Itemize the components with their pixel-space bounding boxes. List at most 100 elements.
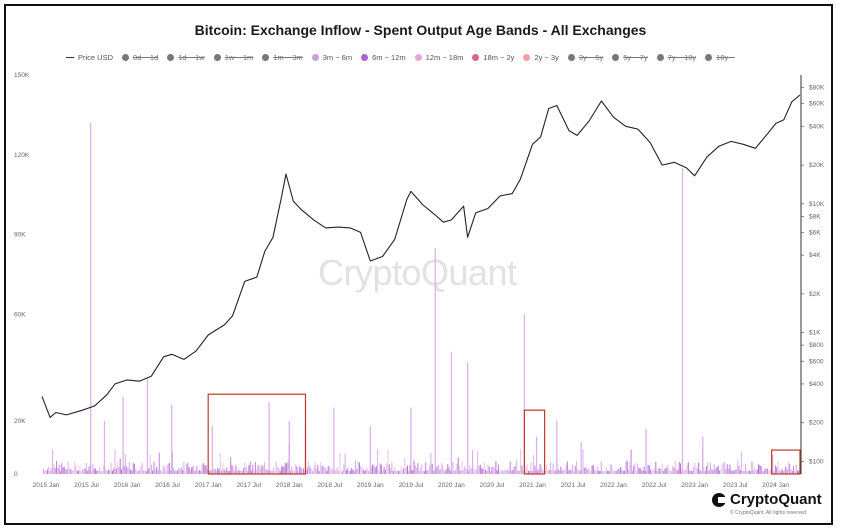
inflow-bar <box>490 470 492 474</box>
inflow-bar <box>561 470 563 474</box>
copyright-text: © CryptoQuant. All rights reserved. <box>730 510 808 516</box>
inflow-bar <box>698 462 700 474</box>
legend-item-10y[interactable]: 10y ~ <box>705 53 735 62</box>
inflow-bar <box>135 469 137 474</box>
inflow-bar <box>338 470 340 474</box>
inflow-bar <box>683 470 685 474</box>
inflow-bar <box>585 467 587 474</box>
inflow-bar <box>149 454 151 474</box>
brand-logo: CryptoQuant <box>712 491 822 508</box>
inflow-bar <box>119 458 121 474</box>
inflow-bar <box>615 470 616 474</box>
inflow-bar <box>355 460 356 474</box>
legend-label: 0d ~ 1d <box>133 53 159 62</box>
inflow-bar <box>370 466 372 474</box>
inflow-bar <box>387 449 389 474</box>
inflow-bar <box>403 468 405 474</box>
inflow-bar <box>708 470 710 474</box>
inflow-bar <box>678 462 680 474</box>
legend-item-5y-7y[interactable]: 5y ~ 7y <box>612 53 648 62</box>
inflow-bar <box>165 470 167 474</box>
inflow-bar <box>141 462 143 474</box>
inflow-bar <box>225 470 226 474</box>
inflow-bar <box>254 461 256 474</box>
inflow-bar <box>292 470 294 474</box>
inflow-bar <box>71 470 73 474</box>
legend-item-7y-10y[interactable]: 7y ~ 10y <box>656 53 696 62</box>
inflow-bar <box>574 466 576 474</box>
highlight-box-1 <box>207 393 307 475</box>
inflow-bar <box>720 469 722 474</box>
inflow-bar <box>613 470 615 474</box>
y-left-tick-label: 90K <box>14 232 26 239</box>
inflow-bar <box>296 466 298 474</box>
inflow-bar <box>546 464 548 474</box>
legend-item-3m-6m[interactable]: 3m ~ 6m <box>311 53 352 62</box>
inflow-bar <box>487 464 489 474</box>
inflow-bar <box>578 470 580 474</box>
legend-item-price-usd[interactable]: Price USD <box>66 53 113 62</box>
inflow-bar <box>329 466 330 474</box>
inflow-bar <box>693 467 694 474</box>
inflow-bar <box>630 449 632 474</box>
inflow-bar <box>738 465 740 474</box>
inflow-bar <box>713 464 715 474</box>
inflow-bar <box>271 470 273 474</box>
legend-item-2y-3y[interactable]: 2y ~ 3y <box>523 53 559 62</box>
inflow-bar <box>582 449 584 474</box>
inflow-bar <box>527 470 529 474</box>
legend-item-1d-1w[interactable]: 1d ~ 1w <box>167 53 205 62</box>
inflow-bar <box>360 466 362 474</box>
inflow-bar <box>612 469 614 474</box>
legend-item-12m-18m[interactable]: 12m ~ 18m <box>414 53 463 62</box>
y-right-tick-label: $1K <box>809 330 821 337</box>
inflow-bar <box>754 467 756 474</box>
inflow-bar <box>206 469 208 474</box>
inflow-bar <box>291 466 293 474</box>
inflow-bar <box>457 457 459 474</box>
inflow-bar <box>494 468 496 474</box>
legend-item-0d-1d[interactable]: 0d ~ 1d <box>122 53 158 62</box>
watermark: CryptoQuant <box>318 252 517 293</box>
inflow-bar <box>227 470 229 474</box>
inflow-bar <box>187 462 189 474</box>
inflow-spike <box>580 442 582 474</box>
inflow-spike <box>146 378 149 474</box>
inflow-bar <box>287 461 289 474</box>
legend-item-1w-1m[interactable]: 1w ~ 1m <box>213 53 253 62</box>
inflow-bar <box>748 470 750 474</box>
inflow-bar <box>758 464 759 474</box>
highlight-box-3 <box>771 449 801 475</box>
legend-item-6m-12m[interactable]: 6m ~ 12m <box>361 53 406 62</box>
legend-item-3y-5y[interactable]: 3y ~ 5y <box>567 53 603 62</box>
inflow-bar <box>472 450 473 474</box>
inflow-bar <box>499 470 501 474</box>
inflow-bar <box>100 470 102 474</box>
inflow-bar <box>193 470 195 474</box>
inflow-bar <box>391 462 393 474</box>
y-right-tick-label: $20K <box>809 162 825 169</box>
inflow-bar <box>247 470 249 474</box>
x-tick-label: 2016 Jul <box>155 482 180 489</box>
inflow-bar <box>421 464 423 474</box>
y-left-tick-label: 150K <box>14 72 30 79</box>
inflow-bar <box>76 470 78 474</box>
inflow-bar <box>576 461 577 474</box>
inflow-bar <box>745 463 746 474</box>
inflow-bar <box>152 470 154 474</box>
inflow-bar <box>409 465 411 474</box>
inflow-bar <box>602 470 603 474</box>
inflow-bar <box>361 466 363 474</box>
legend-item-18m-2y[interactable]: 18m ~ 2y <box>472 53 514 62</box>
legend-item-1m-3m[interactable]: 1m ~ 3m <box>262 53 303 62</box>
inflow-bar <box>719 470 720 474</box>
inflow-bar <box>573 470 575 474</box>
inflow-bar <box>310 468 312 474</box>
y-left-tick-label: 0 <box>14 471 18 478</box>
inflow-bar <box>462 469 464 474</box>
inflow-bar <box>704 470 706 474</box>
inflow-bar <box>217 467 219 474</box>
inflow-bar <box>791 470 793 474</box>
inflow-bar <box>396 470 398 474</box>
inflow-bar <box>694 462 696 474</box>
